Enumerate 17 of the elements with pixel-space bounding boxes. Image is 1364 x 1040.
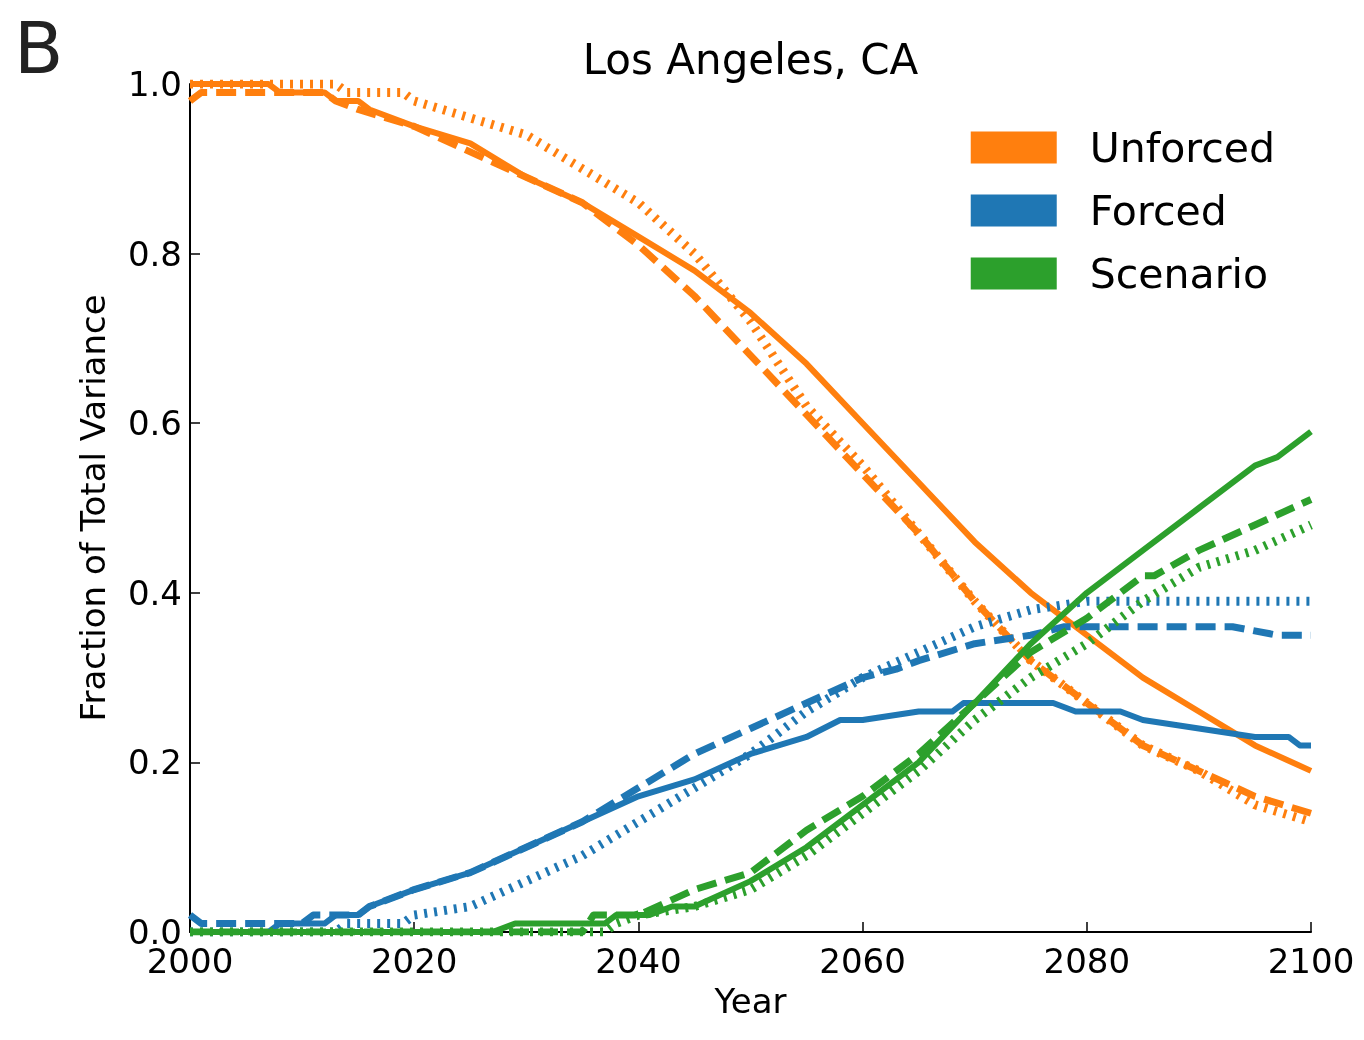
- y-tick-label: 0.2: [127, 742, 182, 783]
- y-tick-label: 0.6: [127, 403, 182, 444]
- x-tick-label: 2020: [370, 941, 458, 981]
- legend-label: Unforced: [1089, 123, 1275, 172]
- x-tick-label: 2040: [595, 941, 682, 981]
- legend-label: Scenario: [1089, 249, 1268, 298]
- text: B: [14, 6, 64, 90]
- x-axis-title: Year: [713, 981, 787, 1021]
- chart-title: Los Angeles, CA: [582, 34, 919, 84]
- y-tick-label: 0.8: [127, 233, 182, 274]
- x-tick-label: 2100: [1267, 941, 1355, 981]
- y-tick-label: 1.0: [127, 64, 182, 104]
- y-axis-title: Fraction of Total Variance: [73, 294, 113, 722]
- x-tick-label: 2060: [819, 941, 906, 981]
- x-tick-label: 2080: [1043, 941, 1131, 981]
- legend-label: Forced: [1089, 186, 1227, 235]
- y-tick-label: 0.4: [127, 572, 182, 613]
